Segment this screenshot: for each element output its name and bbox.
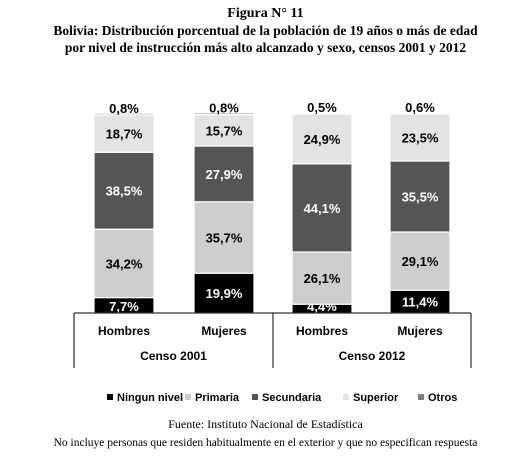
legend-item: Otros bbox=[418, 392, 457, 404]
data-label-primaria: 35,7% bbox=[206, 231, 243, 246]
data-label-secundaria: 35,5% bbox=[402, 190, 439, 205]
legend-item: Secundaria bbox=[252, 392, 322, 404]
data-label-otros: 0,6% bbox=[405, 100, 435, 115]
data-label-primaria: 34,2% bbox=[106, 256, 143, 271]
category-label: Mujeres bbox=[201, 324, 247, 338]
legend-label: Primaria bbox=[195, 392, 240, 404]
bar-segment-otros bbox=[291, 112, 353, 115]
data-label-ningun-nivel: 11,4% bbox=[402, 295, 439, 310]
legend-swatch bbox=[252, 394, 258, 400]
bar-stack-2: 19,9% 35,7% 27,9% 15,7% 0,8% bbox=[193, 101, 255, 314]
data-label-primaria: 29,1% bbox=[402, 254, 439, 269]
chart-title-line-2: por nivel de instrucción más alto alcanz… bbox=[64, 40, 467, 55]
footnote: No incluye personas que residen habitual… bbox=[53, 437, 478, 449]
category-label: Mujeres bbox=[397, 324, 443, 338]
bar-segment-otros bbox=[93, 112, 155, 116]
legend-swatch bbox=[418, 394, 424, 400]
legend-swatch bbox=[185, 394, 191, 400]
bar-segment-primaria bbox=[93, 228, 155, 299]
data-label-ningun-nivel: 19,9% bbox=[206, 286, 243, 301]
data-label-otros: 0,8% bbox=[209, 101, 239, 116]
bar-segment-secundaria bbox=[291, 163, 353, 253]
category-label: Hombres bbox=[98, 324, 150, 338]
data-label-superior: 23,5% bbox=[402, 131, 439, 146]
bar-segment-primaria bbox=[389, 231, 451, 291]
bar-segment-secundaria bbox=[93, 151, 155, 230]
data-label-secundaria: 27,9% bbox=[206, 167, 243, 182]
bar-stack-1: 7,7% 34,2% 38,5% 18,7% 0,8% bbox=[93, 101, 155, 314]
bar-segment-secundaria bbox=[193, 145, 255, 203]
data-label-secundaria: 38,5% bbox=[106, 184, 143, 199]
bar-segment-superior bbox=[193, 113, 255, 147]
bar-segment-superior bbox=[93, 114, 155, 153]
figure-number: Figura N° 11 bbox=[227, 6, 304, 21]
bar-segment-otros bbox=[389, 112, 451, 115]
source-note: Fuente: Instituto Nacional de Estadístic… bbox=[168, 417, 363, 431]
bar-stack-3: 4,4%26,1%44,1%24,9%0,5% bbox=[291, 100, 353, 314]
legend-item: Superior bbox=[343, 392, 399, 404]
legend-label: Ningun nivel bbox=[117, 392, 183, 404]
legend-label: Secundaria bbox=[262, 392, 322, 404]
data-label-otros: 0,8% bbox=[109, 101, 139, 116]
group-label: Censo 2012 bbox=[339, 349, 406, 363]
category-label: Hombres bbox=[296, 324, 348, 338]
bar-segment-primaria bbox=[291, 251, 353, 305]
legend-label: Superior bbox=[353, 392, 399, 404]
bar-segment-otros bbox=[193, 112, 255, 116]
legend-label: Otros bbox=[428, 392, 457, 404]
bar-segment-primaria bbox=[193, 201, 255, 274]
bar-segment-secundaria bbox=[389, 160, 451, 233]
bar-segment-ningun-nivel bbox=[193, 272, 255, 314]
legend-item: Ningun nivel bbox=[107, 392, 183, 404]
group-label: Censo 2001 bbox=[140, 349, 207, 363]
data-label-superior: 18,7% bbox=[106, 127, 143, 142]
data-label-ningun-nivel: 7,7% bbox=[109, 299, 139, 314]
legend-item: Primaria bbox=[185, 392, 240, 404]
legend-swatch bbox=[343, 394, 349, 400]
data-label-otros: 0,5% bbox=[307, 100, 337, 115]
bar-segment-superior bbox=[389, 113, 451, 162]
data-label-superior: 24,9% bbox=[304, 132, 341, 147]
legend-swatch bbox=[107, 394, 113, 400]
data-label-secundaria: 44,1% bbox=[304, 201, 341, 216]
chart-title-line-1: Bolivia: Distribución porcentual de la p… bbox=[53, 23, 478, 38]
bar-stack-4: 11,4% 29,1% 35,5% 23,5% 0,6% bbox=[389, 100, 451, 314]
data-label-primaria: 26,1% bbox=[304, 271, 341, 286]
data-label-superior: 15,7% bbox=[206, 123, 243, 138]
